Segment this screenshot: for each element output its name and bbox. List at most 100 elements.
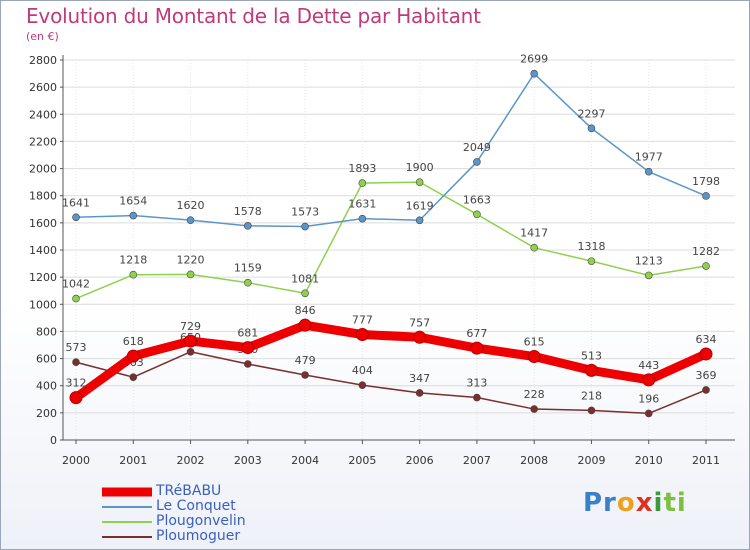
data-point xyxy=(301,222,309,231)
data-point xyxy=(186,347,195,356)
data-label: 2699 xyxy=(520,53,548,66)
data-point xyxy=(699,347,713,361)
data-label: 513 xyxy=(581,349,602,362)
data-label: 677 xyxy=(466,327,487,340)
y-tick-label: 400 xyxy=(36,380,57,393)
logo-part: o xyxy=(616,488,636,518)
y-tick-label: 2800 xyxy=(29,54,57,67)
data-label: 1798 xyxy=(692,175,720,188)
logo-part: i xyxy=(653,488,664,518)
data-label: 443 xyxy=(638,359,659,372)
data-point xyxy=(415,389,424,397)
data-point xyxy=(301,371,309,379)
series-line xyxy=(75,351,707,415)
data-point xyxy=(587,257,596,265)
y-tick-label: 2200 xyxy=(29,135,57,148)
data-label: 846 xyxy=(295,304,316,317)
data-point xyxy=(358,214,367,223)
y-tick-label: 2600 xyxy=(29,81,57,94)
data-point xyxy=(72,358,80,367)
data-label: 1654 xyxy=(119,195,147,208)
data-label: 681 xyxy=(237,327,258,340)
data-label: 1081 xyxy=(291,272,319,285)
legend-label: Ploumoguer xyxy=(156,528,241,544)
data-label: 618 xyxy=(123,335,144,348)
data-label: 1578 xyxy=(234,205,262,218)
data-label: 1042 xyxy=(62,278,90,291)
data-point xyxy=(129,270,138,279)
data-point xyxy=(584,363,598,377)
data-label: 1282 xyxy=(692,245,720,258)
data-label: 228 xyxy=(524,388,545,401)
y-tick-label: 0 xyxy=(50,434,57,447)
logo-part: Pr xyxy=(583,488,617,518)
data-point xyxy=(186,216,195,224)
data-label: 1631 xyxy=(348,198,376,211)
x-tick-label: 2000 xyxy=(62,454,90,467)
data-point xyxy=(530,405,538,413)
data-point xyxy=(129,211,138,220)
y-tick-label: 2400 xyxy=(29,108,57,121)
legend-label: Le Conquet xyxy=(156,498,236,514)
data-point xyxy=(72,294,80,303)
data-point xyxy=(186,270,195,279)
data-label: 1977 xyxy=(635,151,663,164)
data-label: 634 xyxy=(696,333,717,346)
data-point xyxy=(244,222,252,230)
data-point xyxy=(69,391,83,405)
x-tick-label: 2005 xyxy=(348,454,376,467)
data-label: 1641 xyxy=(62,196,90,209)
data-label: 1417 xyxy=(520,227,548,240)
y-tick-label: 1400 xyxy=(29,244,57,257)
data-point xyxy=(298,318,312,332)
x-tick-label: 2006 xyxy=(406,454,434,467)
y-tick-label: 600 xyxy=(36,353,57,366)
y-tick-label: 800 xyxy=(36,325,57,338)
series-line xyxy=(75,181,707,300)
data-label: 1318 xyxy=(577,240,605,253)
data-point xyxy=(184,334,198,348)
chart-subtitle: (en €) xyxy=(26,30,59,43)
data-point xyxy=(644,409,653,418)
data-point xyxy=(72,213,80,222)
data-point xyxy=(415,178,424,186)
proxiti-logo: Proxiti xyxy=(583,488,687,518)
data-label: 312 xyxy=(66,377,87,390)
x-tick-label: 2010 xyxy=(635,454,663,467)
legend-label: Plougonvelin xyxy=(156,513,246,529)
data-point xyxy=(642,373,656,387)
data-point xyxy=(644,167,653,176)
data-label: 2297 xyxy=(577,107,605,120)
data-label: 218 xyxy=(581,389,602,402)
data-label: 1218 xyxy=(119,254,147,267)
y-tick-label: 1200 xyxy=(29,271,57,284)
data-point xyxy=(129,373,138,381)
chart-title: Evolution du Montant de la Dette par Hab… xyxy=(26,4,481,28)
data-point xyxy=(702,386,710,394)
y-tick-label: 1800 xyxy=(29,190,57,203)
data-label: 369 xyxy=(696,369,717,382)
y-tick-label: 1000 xyxy=(29,298,57,311)
data-point xyxy=(530,69,538,78)
data-label: 1893 xyxy=(348,162,376,175)
x-tick-label: 2011 xyxy=(692,454,720,467)
data-label: 1900 xyxy=(406,161,434,174)
data-label: 1573 xyxy=(291,206,319,219)
data-point xyxy=(358,179,367,187)
data-point xyxy=(413,330,427,344)
data-label: 1619 xyxy=(406,199,434,212)
data-point xyxy=(244,360,252,368)
data-label: 479 xyxy=(295,354,316,367)
data-label: 404 xyxy=(352,364,373,377)
data-label: 757 xyxy=(409,316,430,329)
data-point xyxy=(530,243,538,252)
data-point xyxy=(587,124,596,133)
data-point xyxy=(473,393,481,402)
data-label: 1159 xyxy=(234,262,262,275)
series-line xyxy=(75,72,707,228)
data-label: 347 xyxy=(409,372,430,385)
data-label: 313 xyxy=(466,377,487,390)
data-point xyxy=(470,341,484,355)
